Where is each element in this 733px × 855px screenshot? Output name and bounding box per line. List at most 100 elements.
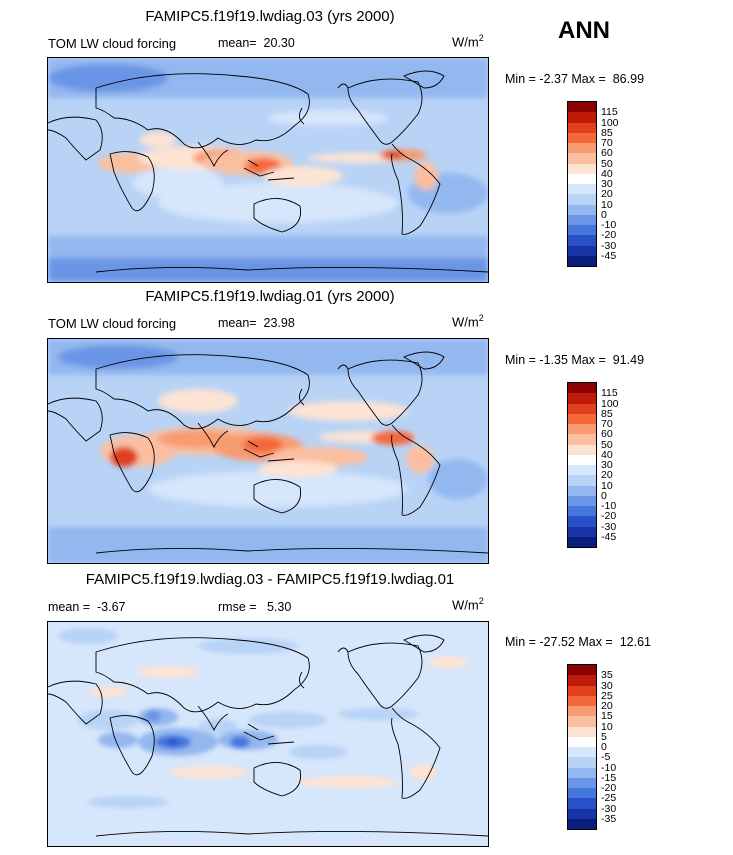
colorbar-swatch: [568, 526, 596, 537]
panel3-colorbar-swatches: [567, 664, 597, 830]
panel3-colorbar: 35 30 25 20 15 10 5 0 -5 -10 -15 -20 -25 -30 -35: [567, 664, 616, 830]
colorbar-swatch: [568, 122, 596, 133]
panel1-max-value: 86.99: [612, 72, 645, 86]
panel2-max-value: 91.49: [612, 353, 645, 367]
colorbar-swatch: [568, 695, 596, 706]
colorbar-swatch: [568, 143, 596, 154]
colorbar-label: 100: [601, 116, 619, 129]
colorbar-label: 70: [601, 418, 613, 430]
colorbar-label: -10: [601, 761, 617, 774]
colorbar-swatch: [568, 153, 596, 164]
colorbar-label: -30: [601, 520, 617, 533]
colorbar-swatch: [568, 706, 596, 717]
colorbar-swatch: [568, 255, 596, 266]
panel1-mean-value: 20.30: [263, 36, 295, 50]
colorbar-swatch: [568, 465, 596, 476]
colorbar-label: 50: [601, 438, 613, 451]
panel2-map: [47, 338, 489, 564]
colorbar-swatch: [568, 454, 596, 465]
colorbar-swatch: [568, 665, 596, 676]
panel2-min-value: -1.35: [539, 353, 568, 367]
panel1-min-label: Min =: [505, 72, 536, 86]
colorbar-label: 10: [601, 198, 613, 211]
panel2-subtitle: TOM LW cloud forcing: [48, 316, 177, 331]
colorbar-swatch: [568, 194, 596, 205]
panel2-max-label: Max =: [571, 353, 606, 367]
colorbar-label: -20: [601, 229, 617, 242]
colorbar-label: -15: [601, 771, 617, 784]
colorbar-swatch: [568, 767, 596, 778]
colorbar-label: 100: [601, 397, 619, 410]
colorbar-swatch: [568, 434, 596, 445]
panel3-mean-label: mean =: [48, 600, 91, 614]
colorbar-label: -30: [601, 239, 617, 252]
panel3-rmse-label: rmse =: [218, 600, 257, 614]
colorbar-label: 20: [601, 469, 613, 482]
colorbar-label: -5: [601, 751, 611, 764]
colorbar-label: 0: [601, 489, 607, 502]
colorbar-label: -30: [601, 802, 617, 815]
colorbar-label: 70: [601, 137, 613, 149]
colorbar-swatch: [568, 736, 596, 747]
panel3-mean-value: -3.67: [97, 600, 126, 614]
colorbar-swatch: [568, 214, 596, 225]
panel3-rmse: rmse = 5.30: [218, 600, 291, 614]
colorbar-swatch: [568, 777, 596, 788]
panel1-map: [47, 57, 489, 283]
colorbar-swatch: [568, 424, 596, 435]
panel3-max-value: 12.61: [619, 635, 651, 649]
panel1-colorbar-swatches: [567, 101, 597, 267]
panel1-colorbar: 115 100 85 70 60 50 40 30 20 10 0 -10 -20 -30 -45: [567, 101, 619, 267]
colorbar-label: -25: [601, 792, 617, 805]
colorbar-label: 20: [601, 700, 613, 712]
colorbar-swatch: [568, 102, 596, 113]
colorbar-label: -10: [601, 219, 617, 231]
colorbar-label: 30: [601, 679, 613, 692]
panel3-title: FAMIPC5.f19f19.lwdiag.03 - FAMIPC5.f19f1…: [85, 571, 455, 588]
colorbar-swatch: [568, 747, 596, 758]
colorbar-label: 0: [601, 208, 607, 221]
colorbar-swatch: [568, 726, 596, 737]
colorbar-swatch: [568, 413, 596, 424]
panel3-rmse-value: 5.30: [266, 600, 292, 614]
colorbar-swatch: [568, 716, 596, 727]
colorbar-swatch: [568, 485, 596, 496]
panel3-units-base: W/m: [452, 597, 479, 613]
colorbar-label: 20: [601, 188, 613, 201]
colorbar-label: 30: [601, 459, 613, 471]
panel1-units: W/m2: [452, 33, 484, 49]
colorbar-swatch: [568, 184, 596, 195]
panel2-title: FAMIPC5.f19f19.lwdiag.01 (yrs 2000): [145, 288, 395, 305]
panel3-map: [47, 621, 489, 847]
colorbar-swatch: [568, 383, 596, 394]
colorbar-swatch: [568, 132, 596, 143]
panel3-max-label: Max =: [578, 635, 613, 649]
colorbar-label: 115: [601, 106, 618, 119]
colorbar-swatch: [568, 685, 596, 696]
colorbar-label: 5: [601, 730, 607, 743]
colorbar-label: -10: [601, 500, 617, 512]
panel1-subtitle: TOM LW cloud forcing: [48, 36, 177, 51]
panel1-min-value: -2.37: [539, 72, 568, 86]
colorbar-swatch: [568, 675, 596, 686]
colorbar-label: 25: [601, 689, 613, 702]
panel3-minmax: Min = -27.52 Max = 12.61: [505, 635, 651, 649]
colorbar-swatch: [568, 393, 596, 404]
colorbar-label: -20: [601, 782, 617, 794]
colorbar-label: 30: [601, 178, 613, 190]
panel2-colorbar: 115 100 85 70 60 50 40 30 20 10 0 -10 -20 -30 -45: [567, 382, 619, 548]
colorbar-label: -20: [601, 510, 617, 523]
colorbar-label: 60: [601, 147, 613, 160]
panel2-mean: mean= 23.98: [218, 316, 295, 330]
panel1-mean-label: mean=: [218, 36, 257, 50]
colorbar-swatch: [568, 536, 596, 547]
colorbar-label: 60: [601, 428, 613, 441]
colorbar-swatch: [568, 757, 596, 768]
colorbar-swatch: [568, 163, 596, 174]
colorbar-swatch: [568, 788, 596, 799]
colorbar-label: 35: [601, 669, 613, 682]
panel3-units-exp: 2: [478, 596, 484, 606]
panel2-colorbar-swatches: [567, 382, 597, 548]
panel1-units-base: W/m: [452, 34, 479, 50]
panel3-mean: mean = -3.67: [48, 600, 126, 614]
